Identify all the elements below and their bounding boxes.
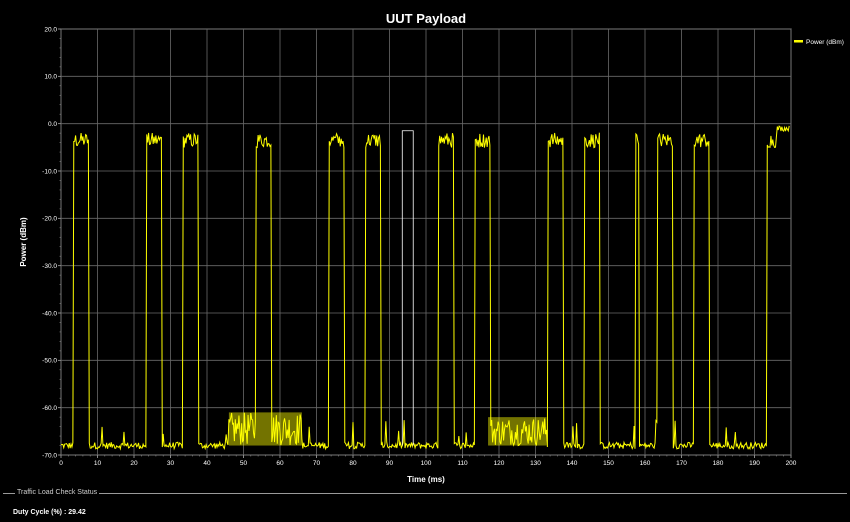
x-axis-label: Time (ms)	[407, 475, 445, 484]
x-tick-label: 140	[567, 460, 578, 467]
x-tick-label: 40	[203, 460, 211, 467]
series-power	[60, 125, 790, 451]
y-axis-label: Power (dBm)	[19, 217, 28, 267]
x-tick-label: 50	[240, 460, 248, 467]
x-tick-label: 190	[749, 460, 760, 467]
y-tick-label: 0.0	[48, 121, 57, 128]
status-panel-title: Traffic Load Check Status	[15, 488, 100, 498]
legend: Power (dBm)	[794, 39, 844, 46]
x-tick-label: 0	[59, 460, 63, 467]
x-tick-label: 80	[349, 460, 357, 467]
x-tick-label: 30	[167, 460, 175, 467]
chart-svg: 0 10 20 30 40 50 60 70 80 90 100 110 120 130 140 150 160…	[19, 11, 844, 484]
legend-swatch	[794, 40, 803, 43]
marker-outline	[401, 130, 414, 446]
chart-title: UUT Payload	[386, 11, 466, 26]
y-tick-label: -40.0	[42, 310, 57, 317]
noise-region	[228, 412, 302, 446]
legend-label: Power (dBm)	[806, 39, 844, 46]
power-trace	[60, 125, 790, 451]
x-tick-label: 130	[530, 460, 541, 467]
x-tick-label: 90	[386, 460, 394, 467]
x-tick-label: 180	[713, 460, 724, 467]
duty-cycle-label: Duty Cycle (%) :	[13, 509, 67, 516]
x-tick-label: 100	[421, 460, 432, 467]
x-tick-label: 110	[457, 460, 468, 467]
grid	[60, 28, 792, 456]
y-tick-label: -30.0	[42, 263, 57, 270]
x-tick-label: 150	[603, 460, 614, 467]
y-tick-label: -10.0	[42, 168, 57, 175]
y-tick-label: -70.0	[42, 452, 57, 459]
y-tick-label: 10.0	[44, 74, 57, 81]
duty-cycle-value: 29.42	[68, 509, 86, 516]
x-tick-label: 160	[640, 460, 651, 467]
x-tick-label: 170	[676, 460, 687, 467]
y-tick-label: -50.0	[42, 358, 57, 365]
x-tick-label: 60	[276, 460, 284, 467]
x-tick-label: 120	[494, 460, 505, 467]
y-tick-label: -60.0	[42, 405, 57, 412]
x-tick-label: 200	[786, 460, 797, 467]
x-tick-label: 10	[94, 460, 102, 467]
y-tick-label: -20.0	[42, 216, 57, 223]
traffic-load-status-panel: Traffic Load Check Status Duty Cycle (%)…	[3, 488, 847, 522]
duty-cycle-readout: Duty Cycle (%) : 29.42	[13, 508, 86, 518]
x-tick-label: 70	[313, 460, 321, 467]
noise-region	[488, 417, 547, 446]
x-tick-label: 20	[130, 460, 138, 467]
ticks: 0 10 20 30 40 50 60 70 80 90 100 110 120 130 140 150 160…	[42, 26, 797, 467]
chart: 0 10 20 30 40 50 60 70 80 90 100 110 120 130 140 150 160…	[19, 11, 844, 484]
y-tick-label: 20.0	[44, 26, 57, 33]
